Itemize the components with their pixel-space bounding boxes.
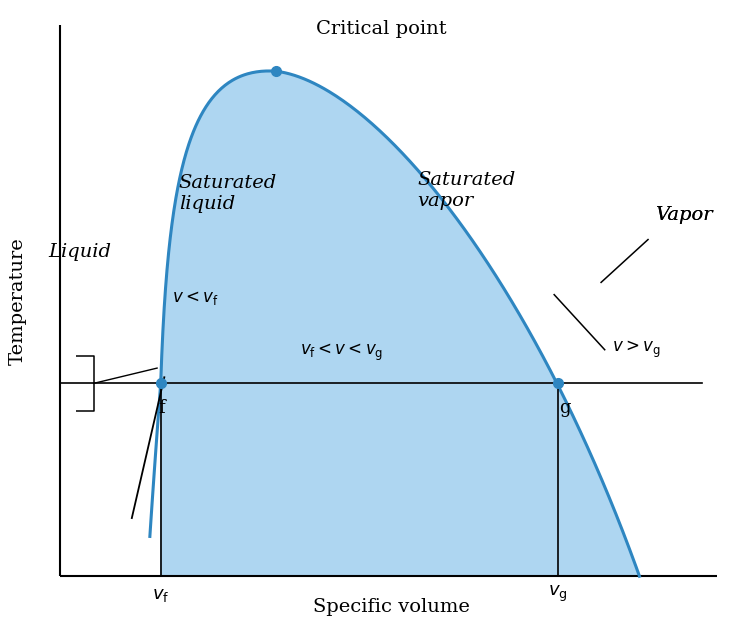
Text: $v < v_{\mathrm{f}}$: $v < v_{\mathrm{f}}$	[171, 289, 218, 307]
Text: Specific volume: Specific volume	[314, 598, 470, 616]
Text: $v > v_{\mathrm{g}}$: $v > v_{\mathrm{g}}$	[612, 339, 661, 361]
Text: $v_{\mathrm{g}}$: $v_{\mathrm{g}}$	[548, 583, 568, 603]
Text: Critical point: Critical point	[316, 19, 446, 38]
Text: f: f	[159, 399, 165, 417]
Text: Vapor: Vapor	[655, 206, 713, 224]
Text: $v_{\mathrm{f}} < v < v_{\mathrm{g}}$: $v_{\mathrm{f}} < v < v_{\mathrm{g}}$	[300, 342, 383, 363]
Text: Temperature: Temperature	[9, 237, 27, 364]
Text: Liquid: Liquid	[49, 243, 111, 261]
Text: Saturated
vapor: Saturated vapor	[417, 171, 515, 210]
Polygon shape	[161, 71, 639, 576]
Text: g: g	[559, 399, 570, 417]
Text: Vapor: Vapor	[655, 206, 713, 224]
Text: Saturated
liquid: Saturated liquid	[179, 174, 277, 213]
Text: $v_{\mathrm{f}}$: $v_{\mathrm{f}}$	[152, 586, 170, 603]
